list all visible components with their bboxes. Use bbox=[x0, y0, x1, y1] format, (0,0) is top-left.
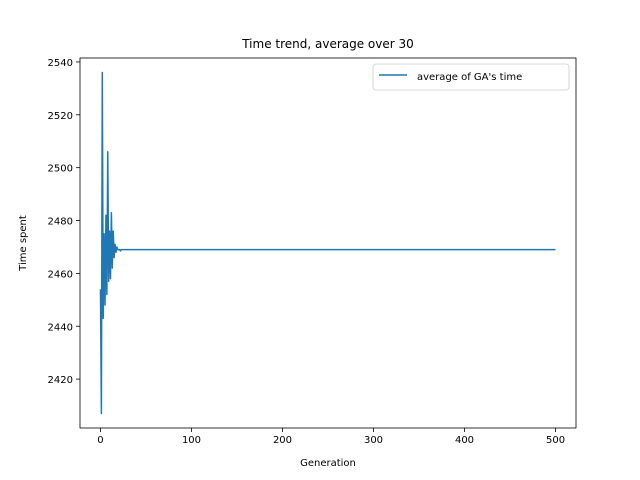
y-tick-label: 2460 bbox=[48, 269, 73, 280]
axes-frame bbox=[79, 57, 577, 429]
y-tick-label: 2480 bbox=[48, 217, 73, 228]
x-axis: 0 100 200 300 400 500 bbox=[97, 428, 565, 446]
y-tick-label: 2540 bbox=[48, 58, 73, 69]
y-axis: 2420 2440 2460 2480 2500 2520 2540 bbox=[48, 58, 80, 386]
legend: average of GA's time bbox=[372, 63, 570, 91]
chart-title: Time trend, average over 30 bbox=[241, 37, 414, 51]
plot-area bbox=[99, 71, 556, 415]
x-tick-label: 400 bbox=[455, 435, 474, 446]
series-line bbox=[99, 71, 556, 415]
y-tick-label: 2520 bbox=[48, 111, 73, 122]
x-tick-label: 0 bbox=[97, 435, 103, 446]
x-axis-label: Generation bbox=[300, 458, 356, 469]
x-tick-label: 100 bbox=[182, 435, 201, 446]
x-tick-label: 200 bbox=[273, 435, 292, 446]
legend-box bbox=[372, 63, 570, 91]
y-tick-label: 2500 bbox=[48, 164, 73, 175]
x-tick-label: 500 bbox=[546, 435, 565, 446]
y-tick-label: 2440 bbox=[48, 322, 73, 333]
y-axis-label: Time spent bbox=[18, 215, 29, 272]
legend-label: average of GA's time bbox=[417, 72, 522, 83]
x-tick-label: 300 bbox=[364, 435, 383, 446]
y-tick-label: 2420 bbox=[48, 375, 73, 386]
